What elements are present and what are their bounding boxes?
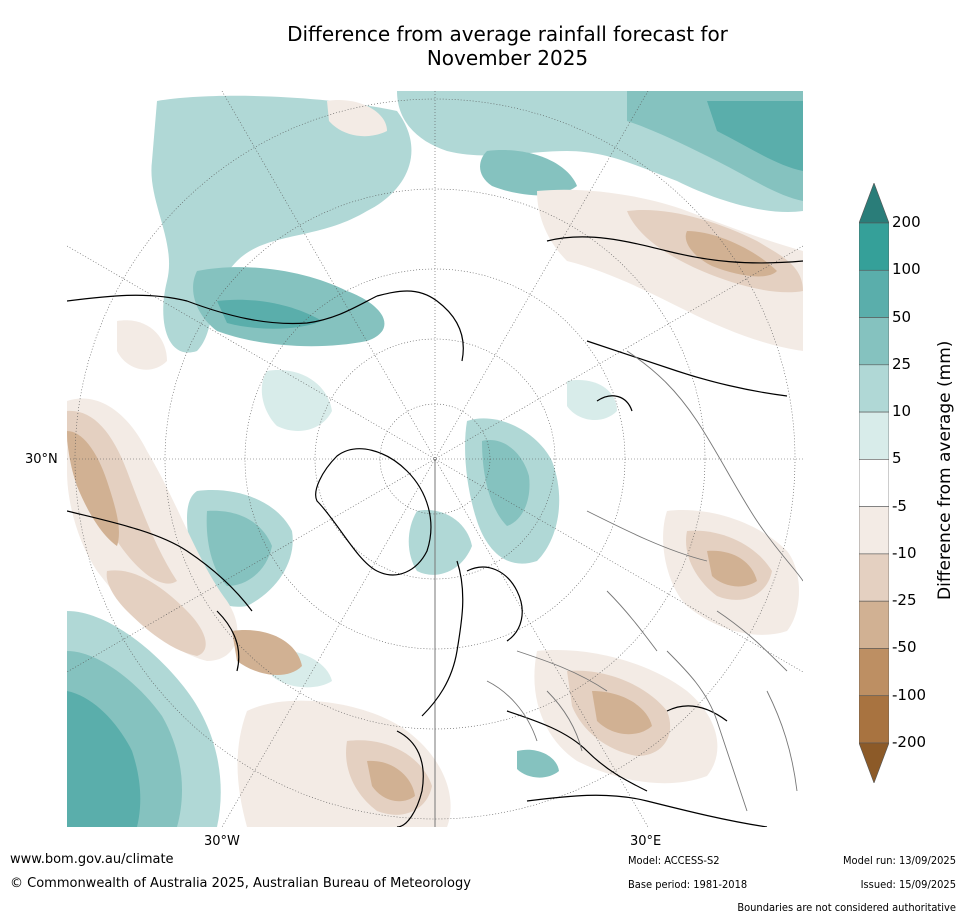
colorbar-segment xyxy=(858,459,890,507)
colorbar-segment xyxy=(858,222,890,271)
colorbar-segment xyxy=(858,269,890,318)
colorbar-tick-label: -50 xyxy=(892,638,917,657)
colorbar xyxy=(858,182,890,784)
wet-anomaly-regions xyxy=(67,91,803,827)
colorbar-tick-label: -5 xyxy=(892,496,907,515)
colorbar-arrow-bottom xyxy=(858,742,890,784)
colorbar-tick-label: -25 xyxy=(892,591,917,610)
footer-model: Model: ACCESS-S2 xyxy=(628,854,720,867)
dry-anomaly-regions xyxy=(67,100,803,827)
colorbar-tick-label: 100 xyxy=(892,260,921,279)
colorbar-tick-label: 10 xyxy=(892,402,912,421)
title-line-2: November 2025 xyxy=(426,46,589,70)
colorbar-segment xyxy=(858,553,890,602)
chart-title: Difference from average rainfall forecas… xyxy=(220,22,795,70)
colorbar-tick-label: -10 xyxy=(892,543,917,562)
map-svg xyxy=(67,91,803,827)
colorbar-segment xyxy=(858,648,890,697)
colorbar-svg xyxy=(858,182,890,784)
footer-issued: Issued: 15/09/2025 xyxy=(860,878,956,891)
colorbar-tick-label: 200 xyxy=(892,213,921,231)
colorbar-segment xyxy=(858,364,890,413)
colorbar-tick-label: 25 xyxy=(892,354,912,373)
country-borders xyxy=(486,350,803,812)
colorbar-tick-label: -100 xyxy=(892,685,927,704)
title-line-1: Difference from average rainfall forecas… xyxy=(287,22,728,46)
coastlines xyxy=(67,236,803,827)
footer-disclaimer: Boundaries are not considered authoritat… xyxy=(737,901,956,914)
colorbar-tick-label: 5 xyxy=(892,449,902,468)
colorbar-tick-label: -200 xyxy=(892,733,927,751)
colorbar-segment xyxy=(858,506,890,555)
footer-website[interactable]: www.bom.gov.au/climate xyxy=(10,852,174,867)
colorbar-segment xyxy=(858,411,890,460)
colorbar-segment xyxy=(858,600,890,649)
footer-base-period: Base period: 1981-2018 xyxy=(628,878,748,891)
colorbar-segment xyxy=(858,317,890,366)
colorbar-title: Difference from average (mm) xyxy=(935,340,955,600)
footer-model-run: Model run: 13/09/2025 xyxy=(843,854,956,867)
longitude-label-30e: 30°E xyxy=(630,834,662,849)
footer-copyright: © Commonwealth of Australia 2025, Austra… xyxy=(10,876,471,891)
colorbar-segment xyxy=(858,695,890,744)
longitude-label-30w: 30°W xyxy=(204,834,240,849)
rainfall-map xyxy=(67,91,803,827)
colorbar-arrow-top xyxy=(858,182,890,224)
colorbar-tick-label: 50 xyxy=(892,307,912,326)
latitude-label-30n: 30°N xyxy=(25,452,58,467)
